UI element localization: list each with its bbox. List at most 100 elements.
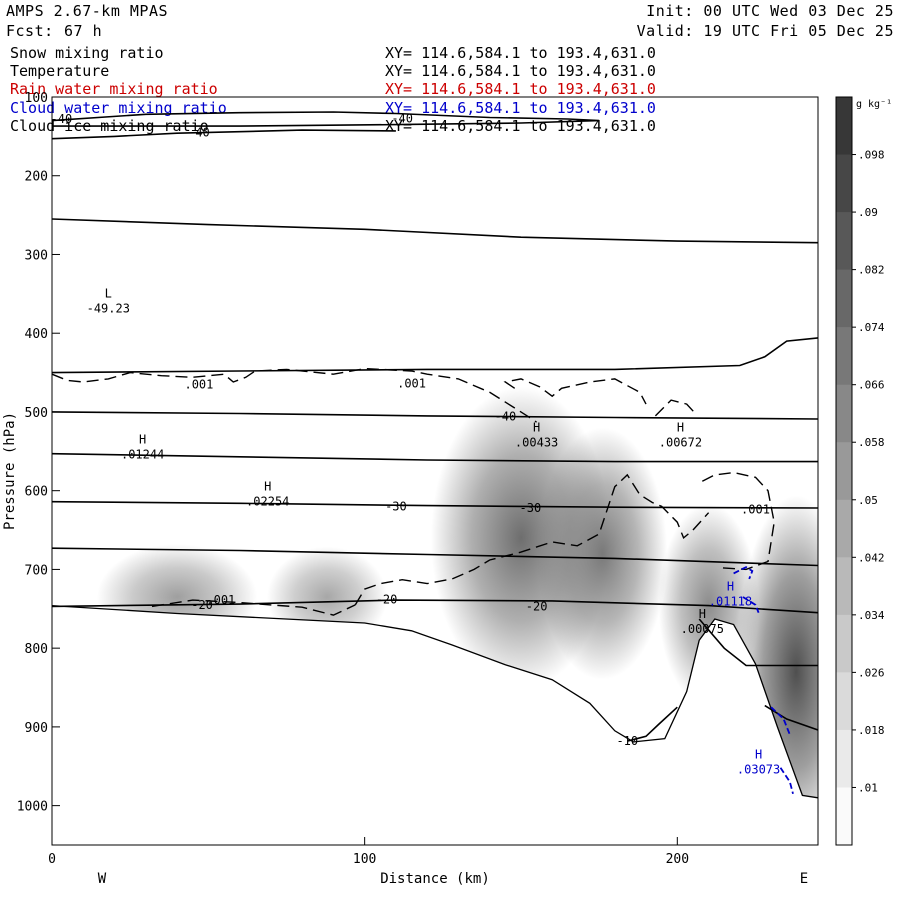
contour-label: -20	[376, 592, 398, 606]
colorbar-band	[836, 384, 852, 443]
colorbar-label: .066	[858, 379, 885, 392]
colorbar-band	[836, 557, 852, 616]
temperature-contour	[51, 218, 819, 244]
east-label: E	[800, 871, 808, 887]
field-xy-range: XY= 114.6,584.1 to 193.4,631.0	[385, 80, 656, 99]
y-tick-label: 700	[25, 563, 48, 578]
contour-label: -40	[495, 410, 517, 424]
colorbar-label: .098	[858, 149, 885, 162]
colorbar-frame	[835, 96, 853, 846]
forecast-label: Fcst:	[6, 22, 54, 40]
x-tick-label: 0	[48, 852, 56, 867]
temperature-contour	[51, 337, 819, 374]
colorbar-label: .09	[858, 206, 878, 219]
temperature-contour	[51, 599, 819, 614]
colorbar-label: .058	[858, 436, 885, 449]
extremum-value: -49.23	[87, 302, 130, 316]
temperature-contour	[698, 618, 818, 667]
extremum-kind: H	[755, 747, 762, 761]
snow-contour	[354, 473, 710, 606]
snow-contour	[701, 471, 775, 571]
y-tick-label: 900	[25, 721, 48, 736]
contour-label: -30	[520, 501, 542, 515]
extremum-kind: H	[264, 480, 271, 494]
cloud-water-contours	[733, 566, 794, 795]
temperature-contour	[51, 411, 819, 420]
colorbar-label: .018	[858, 724, 885, 737]
contour-label: -20	[191, 598, 213, 612]
field-name: Snow mixing ratio	[10, 44, 164, 62]
field-xy-range: XY= 114.6,584.1 to 193.4,631.0	[385, 98, 656, 117]
plot-frame	[51, 96, 819, 846]
terrain	[51, 604, 819, 845]
field-name: Rain water mixing ratio	[10, 80, 218, 99]
colorbar-label: .026	[858, 666, 885, 679]
contour-label: .001	[184, 377, 213, 391]
extremum-kind: H	[139, 432, 146, 446]
axes: 100 200 300 400 500 600 700 800 900 1000 0 100 200 Di…	[2, 91, 808, 887]
y-tick-label: 200	[25, 170, 48, 185]
extremum-value: .00075	[681, 622, 724, 636]
extremum-kind: H	[727, 580, 734, 594]
temperature-contour	[764, 704, 819, 731]
temperature-contour	[51, 129, 396, 140]
colorbar-label: .074	[858, 321, 885, 334]
temperature-contour	[51, 452, 818, 463]
model-title: AMPS 2.67-km MPAS	[6, 2, 169, 20]
temperature-contour	[51, 111, 600, 127]
field-xy-range: XY= 114.6,584.1 to 193.4,631.0	[385, 62, 656, 81]
y-tick-label: 100	[25, 91, 48, 106]
field-xy-range: XY= 114.6,584.1 to 193.4,631.0	[385, 44, 656, 62]
west-label: W	[98, 871, 107, 887]
field-name: Cloud water mixing ratio	[10, 98, 227, 117]
contour-label: -10	[616, 734, 638, 748]
contour-label: -40	[51, 112, 73, 126]
extremum-value: .02254	[246, 495, 289, 509]
cloud-water-contour	[779, 767, 794, 795]
colorbar-band	[836, 327, 852, 386]
colorbar-label: .082	[858, 264, 885, 277]
extremum-value: .01244	[121, 447, 164, 461]
contour-label: .001	[206, 593, 235, 607]
forecast-hours: 67 h	[64, 22, 103, 40]
colorbar-unit: g kg⁻¹	[856, 99, 892, 110]
temperature-contours	[51, 111, 819, 742]
temperature-contour	[51, 547, 819, 567]
colorbar-band	[836, 212, 852, 271]
colorbar-label: .01	[858, 781, 878, 794]
y-tick-label: 800	[25, 642, 48, 657]
extremum-kind: H	[533, 421, 540, 435]
colorbar-label: .05	[858, 494, 878, 507]
colorbar-band	[836, 499, 852, 558]
colorbar-label: .042	[858, 551, 885, 564]
extremum-value: .00672	[659, 436, 702, 450]
cloud-water-contour	[770, 706, 791, 736]
y-tick-label: 300	[25, 248, 48, 263]
contour-label: -20	[526, 599, 548, 613]
y-tick-label: 600	[25, 485, 48, 500]
colorbar-band	[836, 442, 852, 501]
temperature-contour	[627, 706, 678, 742]
terrain-line	[51, 604, 819, 799]
y-tick-label: 500	[25, 406, 48, 421]
y-axis-label: Pressure (hPa)	[2, 412, 18, 530]
extremum-kind: L	[105, 287, 112, 301]
contour-label: -30	[385, 499, 407, 513]
colorbar-band	[836, 269, 852, 328]
contour-label: .001	[741, 503, 770, 517]
extremum-kind: H	[677, 421, 684, 435]
y-tick-label: 1000	[17, 800, 48, 815]
extremum-kind: H	[699, 607, 706, 621]
snow-001-contours	[51, 367, 775, 616]
colorbar: .098 .09 .082 .074 .066 .058 .05 .042 .034 .026 .0…	[835, 96, 892, 846]
contour-label: .001	[397, 377, 426, 391]
extremum-value: .01118	[709, 595, 752, 609]
snow-contour	[51, 367, 537, 423]
terrain-mask	[52, 605, 818, 845]
contour-label: -40	[391, 111, 413, 125]
contour-label: -40	[188, 125, 210, 139]
y-tick-label: 400	[25, 327, 48, 342]
colorbar-band	[836, 154, 852, 213]
colorbar-band	[836, 787, 852, 846]
